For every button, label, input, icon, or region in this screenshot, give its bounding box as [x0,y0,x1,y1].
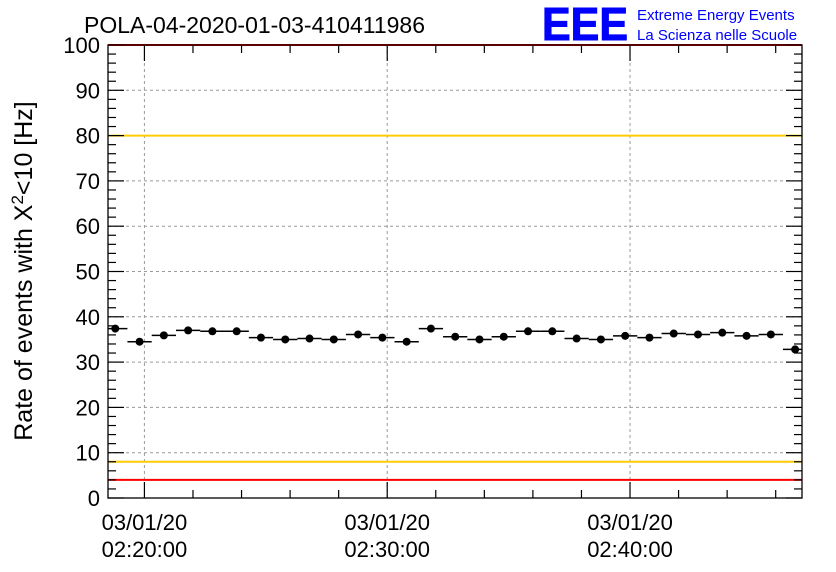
y-tick-label: 100 [63,33,100,58]
y-tick-label: 30 [76,350,100,375]
x-tick-time-label: 02:40:00 [587,537,673,562]
x-tick-date-label: 03/01/20 [102,510,188,535]
data-point [499,332,508,341]
data-point [718,328,727,337]
data-point [766,330,775,339]
grid [108,45,802,498]
data-point [208,327,217,336]
data-point [791,345,800,354]
data-point [256,333,265,342]
y-tick-label: 20 [76,395,100,420]
x-tick-date-label: 03/01/20 [344,510,430,535]
data-point [402,337,411,346]
axes [107,44,803,499]
data-point [645,333,654,342]
data-point [111,324,120,333]
y-tick-label: 10 [76,441,100,466]
data-point [329,335,338,344]
y-tick-label: 60 [76,214,100,239]
data-point [426,324,435,333]
y-tick-label: 70 [76,169,100,194]
data-points [108,324,802,354]
data-point [378,333,387,342]
data-point [524,327,533,336]
data-point [281,335,290,344]
x-tick-time-label: 02:30:00 [344,537,430,562]
chart-title: POLA-04-2020-01-03-410411986 [84,12,425,38]
eee-logo-letters: EEE [542,0,628,50]
data-point [596,335,605,344]
data-point [694,330,703,339]
eee-logo-line1: Extreme Energy Events [637,7,795,24]
x-tick-date-label: 03/01/20 [587,510,673,535]
y-tick-label: 80 [76,124,100,149]
eee-logo-line2: La Scienza nelle Scuole [637,27,797,44]
data-point [305,334,314,343]
y-tick-labels: 0 10 20 30 40 50 60 70 80 90 100 [63,33,100,511]
y-tick-label: 40 [76,305,100,330]
data-point [354,330,363,339]
data-point [572,334,581,343]
x-tick-time-label: 02:20:00 [102,537,188,562]
y-tick-label: 0 [88,486,100,511]
data-point [475,335,484,344]
y-axis-title: Rate of events with X2<10 [Hz] [8,101,38,441]
data-point [135,337,144,346]
y-tick-label: 90 [76,78,100,103]
reference-lines [108,44,802,481]
data-point [232,327,241,336]
data-point [742,331,751,340]
data-point [159,331,168,340]
eee-logo: EEE Extreme Energy Events La Scienza nel… [542,0,798,51]
x-tick-labels: 03/01/2002:20:0003/01/2002:30:0003/01/20… [102,510,673,562]
data-point [451,332,460,341]
data-point [184,326,193,335]
data-point [669,329,678,338]
y-tick-label: 50 [76,260,100,285]
data-point [548,327,557,336]
data-point [621,331,630,340]
